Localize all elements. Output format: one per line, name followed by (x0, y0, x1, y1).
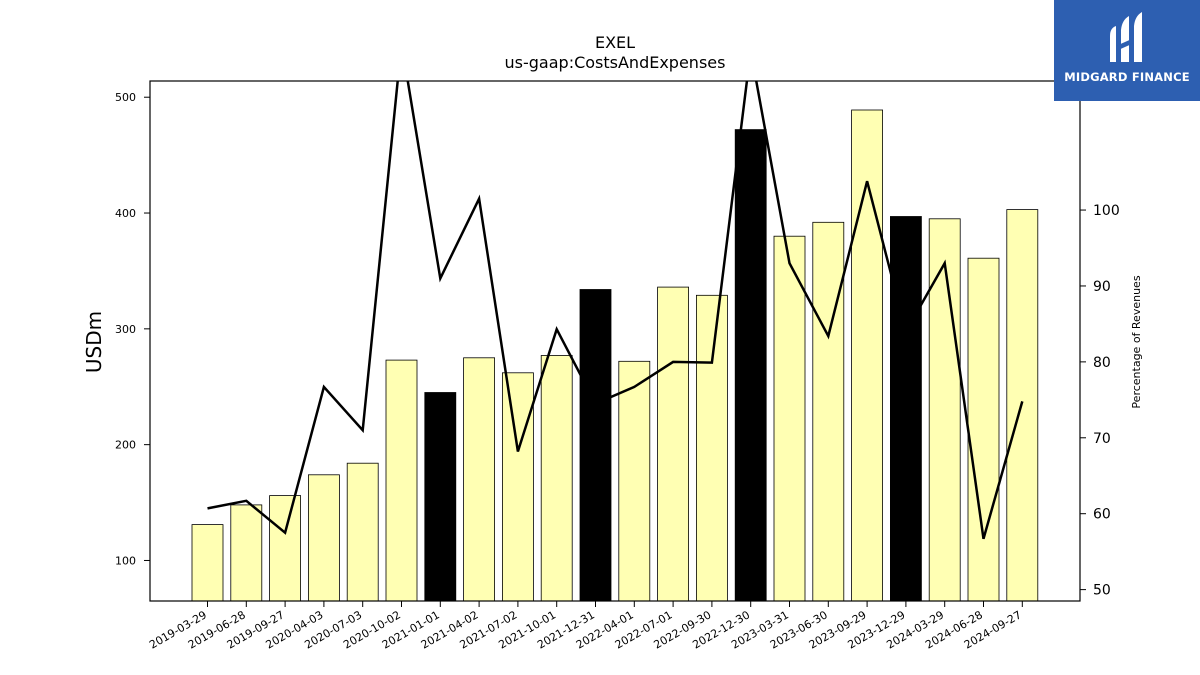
y2-axis-label: Percentage of Revenues (1130, 275, 1143, 408)
percentage-of-revenues-line (207, 81, 1024, 540)
y2-tick-label: 70 (1093, 431, 1111, 447)
y-tick-label: 300 (115, 323, 136, 336)
bar-2020-04-03 (307, 474, 340, 601)
right-axis-ticks: 50 60 70 80 90 100 (1080, 203, 1120, 599)
bar-2021-10-01 (540, 355, 573, 601)
y2-tick-label: 50 (1093, 583, 1111, 599)
y2-tick-label: 90 (1093, 279, 1111, 295)
bar-2021-04-02 (463, 357, 496, 601)
bar-2022-09-30 (696, 294, 728, 601)
line-series (207, 81, 1024, 540)
plot-frame (149, 80, 1081, 602)
bar-2024-06-28 (967, 257, 1000, 601)
brand-logo: MIDGARD FINANCE (1054, 0, 1200, 101)
y-tick-label: 200 (115, 439, 136, 452)
y-tick-label: 400 (115, 207, 136, 220)
y-axis-label: USDm (82, 311, 106, 373)
bar-2024-03-29 (928, 218, 961, 601)
bar-2023-06-30 (812, 221, 845, 601)
y-tick-label: 100 (115, 554, 136, 567)
brand-name: MIDGARD FINANCE (1064, 70, 1190, 84)
bar-2023-12-29 (890, 216, 922, 601)
y2-tick-label: 80 (1093, 355, 1111, 371)
bar-2019-03-29 (191, 524, 224, 601)
y-tick-label: 500 (115, 91, 136, 104)
chart-title: EXEL (595, 33, 635, 52)
bar-2021-07-02 (501, 372, 534, 601)
bar-2023-09-29 (851, 109, 883, 601)
bar-series (191, 109, 1039, 601)
y2-tick-label: 60 (1093, 507, 1111, 523)
bar-2021-12-31 (579, 289, 612, 601)
bar-2023-03-31 (773, 235, 806, 601)
bar-2022-12-30 (734, 129, 767, 601)
bar-2021-01-01 (424, 392, 457, 601)
left-axis-ticks: 100 200 300 400 500 (115, 91, 150, 567)
bar-2020-07-03 (346, 462, 379, 601)
chart-subtitle: us-gaap:CostsAndExpenses (505, 53, 726, 72)
bar-2022-04-01 (618, 360, 651, 601)
bar-2022-07-01 (657, 286, 689, 601)
bar-2020-10-02 (385, 359, 418, 601)
bar-2019-09-27 (269, 495, 302, 601)
y2-tick-label: 100 (1093, 203, 1120, 219)
x-axis-ticks: 2019-03-292019-06-282019-09-272020-04-03… (147, 601, 1024, 652)
bar-2019-06-28 (230, 504, 263, 601)
midgard-finance-logo-icon (1110, 12, 1142, 62)
